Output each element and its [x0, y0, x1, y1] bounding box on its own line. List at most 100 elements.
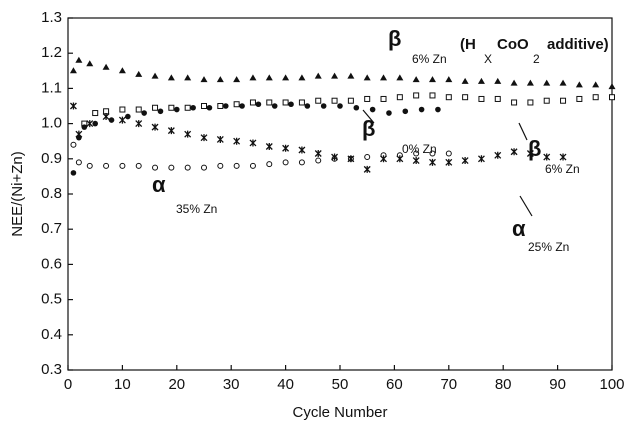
plot-frame — [67, 17, 613, 371]
point — [249, 74, 257, 81]
point — [559, 153, 567, 161]
point — [265, 74, 273, 81]
point — [103, 162, 110, 169]
point — [184, 104, 191, 111]
point — [315, 157, 322, 164]
annotation: 2 — [533, 52, 540, 66]
point — [152, 104, 159, 111]
point — [86, 162, 93, 169]
point — [118, 116, 126, 124]
point — [119, 162, 126, 169]
point — [233, 101, 240, 108]
point — [86, 60, 94, 67]
y-tick-label: 0.8 — [41, 185, 62, 202]
point — [200, 134, 208, 142]
point — [429, 92, 436, 99]
point — [494, 95, 501, 102]
point — [380, 155, 387, 163]
point — [141, 110, 147, 116]
point — [353, 104, 360, 111]
point — [575, 81, 583, 88]
annotation: CoO — [497, 36, 529, 53]
point — [92, 120, 98, 127]
y-tick-label: 0.6 — [41, 255, 62, 272]
point — [331, 153, 339, 161]
point — [75, 56, 83, 63]
y-tick-label: 0.7 — [41, 220, 62, 237]
point — [435, 106, 441, 113]
point — [157, 108, 164, 115]
point — [298, 159, 305, 166]
point — [386, 110, 392, 116]
point — [304, 103, 311, 109]
point — [184, 74, 192, 81]
point — [576, 95, 583, 102]
point — [445, 150, 452, 157]
point — [314, 72, 322, 79]
y-tick-label: 0.5 — [41, 291, 62, 308]
annotation: (H — [460, 36, 476, 53]
point — [168, 164, 175, 171]
arrow — [362, 109, 375, 124]
point — [608, 83, 616, 90]
point — [543, 97, 550, 104]
y-tick-label: 0.9 — [41, 150, 62, 167]
annotation: β — [528, 136, 541, 161]
point — [167, 127, 175, 135]
point — [108, 117, 115, 123]
point — [216, 135, 224, 143]
annotation: 6% Zn — [545, 162, 580, 176]
point — [412, 157, 420, 165]
x-tick-label: 80 — [495, 376, 512, 393]
point — [233, 137, 241, 145]
point — [347, 72, 355, 79]
point — [135, 162, 142, 169]
point — [494, 151, 502, 159]
point — [151, 72, 159, 79]
annotation: 25% Zn — [528, 240, 569, 254]
point — [364, 154, 371, 161]
point — [526, 150, 534, 158]
point — [298, 99, 305, 106]
point — [478, 95, 485, 102]
point — [462, 94, 469, 101]
point — [184, 130, 192, 138]
annotation: β — [362, 116, 375, 141]
point — [592, 81, 600, 88]
point — [543, 153, 551, 161]
point — [174, 106, 180, 113]
point — [380, 74, 388, 81]
x-tick-label: 40 — [277, 376, 294, 393]
point — [363, 74, 371, 81]
point — [543, 79, 551, 86]
point — [428, 76, 436, 83]
point — [477, 77, 485, 84]
x-tick-label: 50 — [332, 376, 349, 393]
y-tick-label: 0.4 — [41, 326, 62, 343]
x-tick-label: 70 — [440, 376, 457, 393]
point — [201, 164, 207, 171]
point — [592, 94, 599, 101]
point — [560, 97, 567, 104]
point — [70, 170, 77, 176]
point — [429, 150, 436, 157]
point — [527, 99, 534, 106]
point — [282, 144, 290, 152]
point — [125, 113, 131, 120]
point — [363, 165, 371, 173]
point — [69, 67, 77, 74]
point — [445, 76, 453, 83]
point — [75, 130, 83, 138]
point — [445, 94, 452, 101]
point — [402, 108, 409, 115]
y-tick-label: 1.3 — [41, 9, 62, 26]
point — [347, 97, 354, 104]
annotation: X — [484, 52, 492, 66]
x-tick-label: 10 — [114, 376, 131, 393]
point — [184, 164, 191, 171]
y-tick-label: 1.2 — [41, 44, 62, 61]
point — [331, 97, 338, 104]
point — [70, 141, 77, 148]
point — [396, 74, 404, 81]
